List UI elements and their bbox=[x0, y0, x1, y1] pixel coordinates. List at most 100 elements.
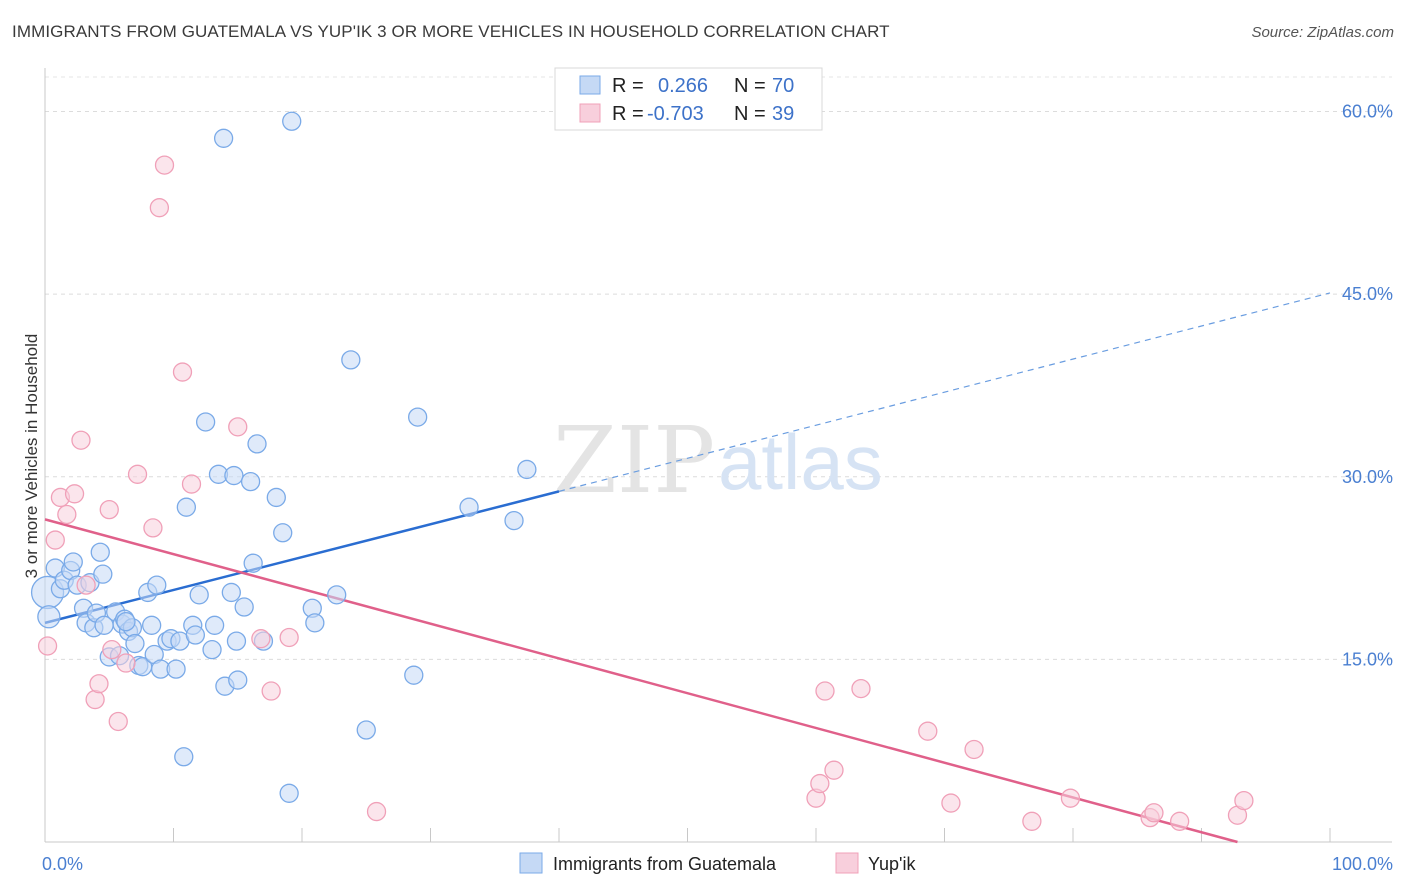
data-points bbox=[30, 111, 1254, 831]
point-guatemala-42 bbox=[221, 582, 241, 603]
x-tick-label-0: 0.0% bbox=[42, 854, 83, 874]
legend-n-label-1: N = bbox=[734, 75, 766, 97]
trend-line-yupik bbox=[44, 518, 1238, 844]
point-yupik-3 bbox=[57, 504, 77, 525]
point-yupik-10 bbox=[102, 639, 122, 660]
point-yupik-28 bbox=[851, 678, 871, 699]
point-guatemala-68 bbox=[63, 552, 83, 572]
point-yupik-7 bbox=[85, 689, 105, 710]
point-yupik-21 bbox=[261, 681, 281, 701]
trend-line-guatemala bbox=[44, 490, 560, 625]
point-guatemala-49 bbox=[247, 434, 267, 454]
axes bbox=[44, 68, 1392, 843]
y-axis-label: 3 or more Vehicles in Household bbox=[22, 334, 41, 579]
point-yupik-1 bbox=[45, 530, 65, 550]
point-yupik-20 bbox=[251, 629, 271, 649]
point-guatemala-39 bbox=[204, 615, 225, 635]
point-yupik-25 bbox=[810, 773, 830, 794]
point-yupik-18 bbox=[181, 474, 202, 494]
point-yupik-17 bbox=[172, 362, 193, 382]
point-guatemala-51 bbox=[266, 487, 286, 508]
point-guatemala-57 bbox=[341, 350, 361, 370]
point-guatemala-38 bbox=[202, 639, 222, 660]
point-yupik-12 bbox=[116, 653, 136, 673]
source-credit: Source: ZipAtlas.com bbox=[1251, 24, 1394, 41]
point-guatemala-37 bbox=[195, 412, 216, 432]
point-guatemala-27 bbox=[147, 575, 167, 595]
legend-swatch-guatemala bbox=[579, 75, 601, 95]
point-yupik-5 bbox=[71, 430, 91, 450]
point-yupik-29 bbox=[918, 721, 938, 741]
legend-n-value-2: 39 bbox=[772, 103, 794, 125]
point-yupik-38 bbox=[1234, 790, 1254, 811]
point-guatemala-35 bbox=[185, 625, 205, 645]
point-guatemala-25 bbox=[142, 615, 162, 635]
point-yupik-14 bbox=[143, 518, 163, 538]
point-yupik-32 bbox=[1022, 811, 1042, 831]
point-yupik-13 bbox=[127, 464, 148, 484]
series-legend: Immigrants from Guatemala Yup'ik bbox=[519, 852, 916, 874]
point-guatemala-67 bbox=[93, 564, 113, 584]
point-yupik-27 bbox=[824, 760, 844, 780]
point-guatemala-63 bbox=[517, 459, 537, 480]
point-yupik-22 bbox=[279, 627, 299, 648]
bottom-legend-swatch-guatemala bbox=[519, 852, 543, 874]
point-yupik-16 bbox=[154, 155, 175, 175]
y-tick-label-2: 45.0% bbox=[1342, 284, 1393, 304]
point-yupik-23 bbox=[366, 801, 387, 822]
point-guatemala-47 bbox=[240, 471, 261, 492]
chart-title: IMMIGRANTS FROM GUATEMALA VS YUP'IK 3 OR… bbox=[12, 22, 890, 41]
point-yupik-19 bbox=[228, 417, 248, 437]
y-tick-label-0: 15.0% bbox=[1342, 649, 1393, 669]
watermark-atlas: atlas bbox=[718, 418, 883, 506]
legend-r-value-1: 0.266 bbox=[658, 75, 708, 97]
point-yupik-31 bbox=[964, 739, 984, 760]
point-guatemala-43 bbox=[224, 465, 244, 486]
legend-r-value-2: -0.703 bbox=[647, 103, 704, 125]
point-guatemala-53 bbox=[282, 111, 302, 131]
legend-n-value-1: 70 bbox=[772, 75, 794, 97]
point-yupik-0 bbox=[37, 636, 58, 656]
point-guatemala-44 bbox=[226, 631, 247, 651]
bottom-legend-swatch-yupik bbox=[835, 852, 859, 874]
point-guatemala-46 bbox=[234, 597, 254, 617]
point-guatemala-36 bbox=[189, 585, 209, 605]
point-guatemala-1 bbox=[37, 605, 61, 629]
point-guatemala-31 bbox=[166, 659, 186, 679]
point-yupik-15 bbox=[149, 198, 170, 218]
point-yupik-6 bbox=[76, 575, 96, 595]
point-guatemala-58 bbox=[356, 720, 376, 740]
x-tick-label-1: 100.0% bbox=[1332, 854, 1393, 874]
watermark: ZIP atlas bbox=[553, 407, 883, 514]
point-yupik-9 bbox=[99, 499, 119, 520]
trend-line-guatemala-extension bbox=[558, 292, 1331, 492]
point-guatemala-59 bbox=[404, 665, 424, 685]
stats-legend: R = 0.266 N = 70 R = -0.703 N = 39 bbox=[554, 67, 823, 131]
point-guatemala-65 bbox=[174, 747, 194, 767]
trend-lines bbox=[44, 292, 1331, 844]
legend-r-label-1: R = bbox=[612, 75, 644, 97]
point-guatemala-61 bbox=[459, 497, 479, 517]
point-guatemala-52 bbox=[273, 523, 293, 543]
legend-n-label-2: N = bbox=[734, 103, 766, 125]
point-yupik-35 bbox=[1144, 803, 1164, 823]
y-tick-label-3: 60.0% bbox=[1342, 102, 1393, 122]
bottom-legend-label-guatemala: Immigrants from Guatemala bbox=[553, 854, 777, 874]
point-guatemala-12 bbox=[90, 542, 110, 562]
watermark-zip: ZIP bbox=[553, 407, 715, 514]
point-yupik-8 bbox=[89, 674, 109, 694]
point-guatemala-33 bbox=[176, 497, 197, 517]
point-yupik-11 bbox=[108, 711, 128, 732]
point-yupik-36 bbox=[1170, 811, 1190, 831]
point-yupik-33 bbox=[1060, 788, 1081, 808]
point-guatemala-64 bbox=[213, 128, 234, 148]
point-yupik-30 bbox=[941, 793, 961, 813]
point-yupik-26 bbox=[815, 681, 835, 701]
point-guatemala-66 bbox=[279, 783, 299, 803]
point-guatemala-55 bbox=[305, 613, 325, 633]
legend-r-label-2: R = bbox=[612, 103, 644, 125]
y-tick-label-1: 30.0% bbox=[1342, 467, 1393, 487]
point-guatemala-62 bbox=[504, 510, 524, 531]
point-guatemala-45 bbox=[228, 670, 248, 690]
